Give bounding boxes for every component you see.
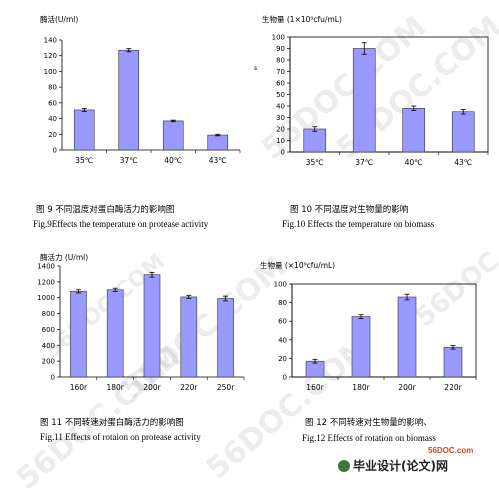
- y-tick-label: 40: [276, 103, 285, 111]
- y-tick-label: 1000: [37, 294, 55, 302]
- bar: [106, 289, 124, 378]
- caption-en-fig9: Fig.9Effects the temperature on protease…: [33, 219, 209, 229]
- chart-fig10: 0 10 20 30 40 50 60 70 80 90 100 生物量 (1×10⁹cfu/mL) s…: [254, 14, 489, 167]
- x-tick-label: 160r: [70, 383, 88, 392]
- y-tick-label: 100: [274, 281, 287, 289]
- y-tick-label: 100: [44, 68, 57, 76]
- site-link[interactable]: 56DOC.com: [428, 446, 474, 455]
- x-tick-label: 220r: [444, 383, 462, 392]
- y-tick-label: 800: [42, 310, 55, 318]
- site-logo-text: 毕业设计(论文)网: [353, 459, 448, 473]
- x-tick-label: 200r: [143, 383, 161, 392]
- bar: [305, 360, 325, 378]
- y-axis-label: 生物量 (×10⁹cfu/mL): [260, 260, 335, 270]
- x-tick-label: 40℃: [405, 158, 423, 167]
- y-axis-label: 酶活力 (U/ml): [40, 252, 88, 262]
- x-tick-label: 200r: [398, 383, 416, 392]
- x-tick-label: 37℃: [355, 158, 373, 167]
- x-tick-label: 35℃: [75, 156, 93, 165]
- caption-en-fig11: Fig.11 Effects of rotaion on protease ac…: [40, 432, 201, 442]
- bar: [118, 49, 140, 151]
- x-tick-label: 35℃: [306, 158, 324, 167]
- y-tick-label: 20: [278, 355, 287, 363]
- y-tick-label: 0: [51, 374, 55, 382]
- site-logo: 毕业设计(论文)网: [338, 457, 448, 474]
- caption-cn-fig11: 图 11 不同转速对蛋白酶活力的影响图: [40, 418, 184, 428]
- y-axis-label: 酶活(U/ml): [40, 14, 78, 24]
- y-tick-label: 40: [278, 336, 287, 344]
- bar: [162, 120, 184, 151]
- y-tick-label: 40: [48, 115, 57, 123]
- y-tick-label: 60: [278, 318, 287, 326]
- bar: [397, 296, 417, 378]
- y-tick-label: 1400: [37, 263, 55, 271]
- logo-icon: [338, 459, 350, 472]
- x-tick-label: 180r: [106, 383, 124, 392]
- y-tick-label: 80: [278, 299, 287, 307]
- bar: [443, 346, 463, 378]
- y-tick-label: 100: [272, 34, 285, 42]
- bar: [303, 128, 327, 153]
- y-tick-label: 90: [276, 45, 285, 53]
- x-tick-label: 43℃: [209, 156, 227, 165]
- y-tick-label: 120: [44, 52, 57, 60]
- chart-fig9: 0 20 40 60 80 100 120 140 酶活(U/ml) 35℃ 37℃ 40℃ 43℃: [40, 14, 241, 165]
- chart-fig12: 0 20 40 60 80 100 生物量 (×10⁹cfu/mL) 160r 180r 200r…: [260, 260, 477, 392]
- caption-en-fig12: Fig.12 Effects of rotation on biomass: [302, 433, 436, 443]
- bar: [352, 48, 376, 153]
- y-tick-label: 0: [281, 149, 285, 157]
- y-tick-label: 20: [48, 131, 57, 139]
- bar: [143, 274, 161, 378]
- y-tick-label: 50: [276, 91, 285, 99]
- y-tick-label: 400: [42, 342, 55, 350]
- y-tick-label: 20: [276, 126, 285, 134]
- y-tick-label: 70: [276, 68, 285, 76]
- y-axis-label: 生物量 (1×10⁹cfu/mL): [262, 14, 342, 24]
- y-tick-label: 600: [42, 326, 55, 334]
- x-tick-label: 40℃: [164, 156, 182, 165]
- caption-en-fig10: Fig.10 Effects the temperature on biomas…: [282, 219, 435, 229]
- caption-cn-fig9: 图 9 不同温度对蛋白酶活力的影响图: [36, 205, 175, 215]
- y-tick-label: 60: [276, 80, 285, 88]
- y-tick-label: 1200: [37, 278, 55, 286]
- x-tick-label: 37℃: [120, 156, 138, 165]
- side-mark: s: [254, 65, 257, 72]
- bar: [451, 111, 475, 153]
- caption-cn-fig12: 图 12 不同转速对生物量的影响、: [305, 418, 432, 428]
- y-tick-label: 200: [42, 358, 55, 366]
- y-tick-label: 0: [53, 147, 57, 155]
- bar: [402, 108, 426, 153]
- y-tick-label: 10: [276, 137, 285, 145]
- bar: [73, 109, 95, 151]
- y-tick-label: 140: [44, 37, 57, 45]
- bar: [351, 316, 371, 378]
- y-tick-label: 0: [283, 374, 287, 382]
- bar: [70, 291, 87, 378]
- y-tick-label: 60: [48, 99, 57, 107]
- x-tick-label: 180r: [352, 383, 370, 392]
- y-tick-label: 30: [276, 114, 285, 122]
- y-tick-label: 80: [48, 84, 57, 92]
- x-tick-label: 250r: [217, 383, 235, 392]
- bar: [217, 298, 234, 378]
- y-tick-label: 80: [276, 57, 285, 65]
- x-tick-label: 43℃: [454, 158, 472, 167]
- x-tick-label: 220r: [180, 383, 198, 392]
- caption-cn-fig10: 图 10 不同温度对生物量的影响: [290, 205, 409, 215]
- bar: [207, 134, 229, 151]
- x-tick-label: 160r: [306, 383, 324, 392]
- bar: [180, 296, 198, 378]
